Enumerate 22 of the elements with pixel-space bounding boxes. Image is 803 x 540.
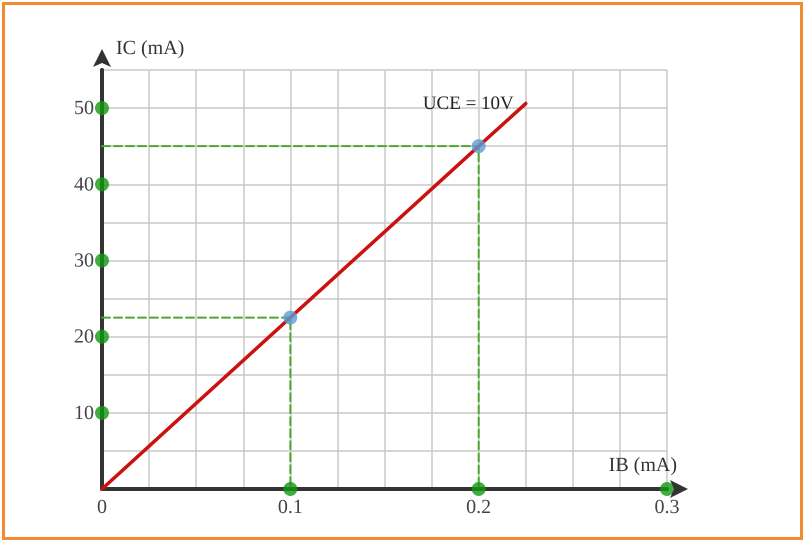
y-tick-label: 40: [74, 173, 94, 196]
y-axis-title: IC (mA): [116, 37, 184, 59]
y-tick-label: 30: [74, 249, 94, 272]
x-tick-label: 0: [97, 496, 107, 518]
point: [95, 253, 109, 268]
point: [95, 406, 109, 420]
point: [95, 101, 109, 116]
x-tick-label: 0.3: [654, 496, 680, 518]
point: [660, 482, 674, 496]
y-tick-label: 50: [74, 97, 94, 120]
x-tick-label: 0.2: [466, 496, 492, 518]
point: [283, 310, 298, 325]
y-tick-label: 10: [74, 402, 94, 424]
point: [472, 139, 486, 154]
point: [283, 482, 298, 496]
point: [95, 177, 109, 192]
x-tick-label: 0.1: [278, 496, 303, 518]
series-label: UCE = 10V: [422, 93, 514, 114]
y-tick-label: 20: [74, 326, 94, 348]
point: [472, 482, 486, 496]
point: [95, 330, 109, 344]
x-axis-title: IB (mA): [608, 454, 677, 476]
